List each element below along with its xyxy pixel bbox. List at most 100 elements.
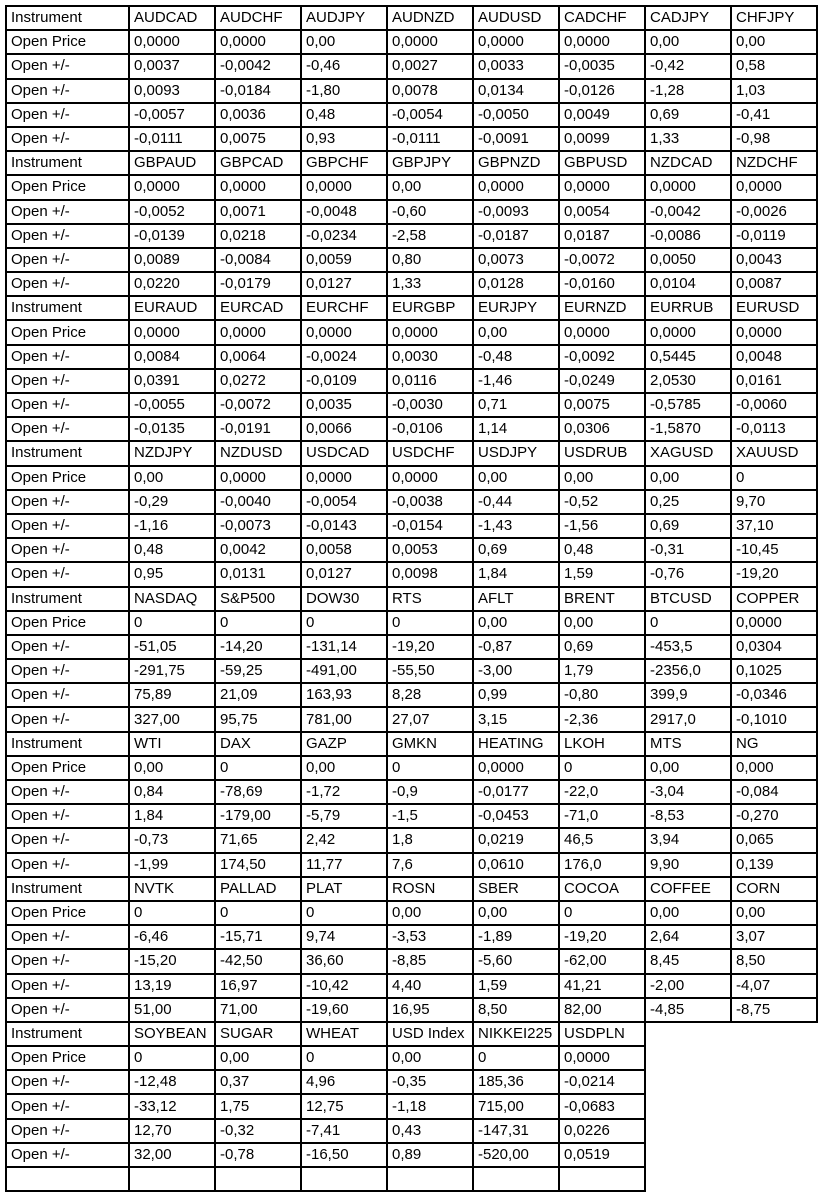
open-change-cell[interactable]: -4,07 [730,972,818,999]
open-change-cell[interactable]: -10,42 [300,972,388,999]
instrument-cell-audnzd[interactable]: AUDNZD [386,4,474,32]
open-change-cell[interactable]: -0,0054 [300,488,388,515]
open-price-cell[interactable]: 0,0000 [214,464,302,491]
open-price-cell[interactable]: 0 [386,609,474,636]
instrument-cell-xauusd[interactable]: XAUUSD [730,440,818,467]
open-change-cell[interactable]: -1,28 [644,77,732,104]
open-change-cell[interactable]: 0,0093 [128,77,216,104]
open-change-cell[interactable]: -8,85 [386,948,474,975]
open-change-cell[interactable]: -0,48 [472,343,560,370]
open-price-cell[interactable]: 0,00 [386,174,474,201]
instrument-cell-usdrub[interactable]: USDRUB [558,440,646,467]
open-change-cell[interactable]: -0,0086 [644,222,732,249]
open-change-cell[interactable]: 0,0226 [558,1117,646,1144]
open-price-cell[interactable]: 0,00 [644,754,732,782]
row-label-instrument[interactable]: Instrument [5,150,130,177]
open-change-cell[interactable]: -0,0091 [472,125,560,153]
open-change-cell[interactable]: -1,43 [472,512,560,540]
open-change-cell[interactable]: -0,1010 [730,706,818,733]
open-change-cell[interactable]: 185,36 [472,1069,560,1096]
open-change-cell[interactable]: -0,98 [730,125,818,153]
open-change-cell[interactable]: 0,0610 [472,851,560,878]
open-change-cell[interactable]: 11,77 [300,851,388,878]
open-change-cell[interactable]: 41,21 [558,972,646,999]
row-label-open-change[interactable]: Open +/- [5,706,130,733]
open-change-cell[interactable]: -16,50 [300,1141,388,1169]
open-price-cell[interactable]: 0,00 [644,29,732,56]
open-change-cell[interactable]: -0,0119 [730,222,818,249]
instrument-cell-gbpnzd[interactable]: GBPNZD [472,150,560,177]
instrument-cell-nasdaq[interactable]: NASDAQ [128,585,216,612]
open-change-cell[interactable]: 16,95 [386,996,474,1023]
open-change-cell[interactable]: -0,0093 [472,198,560,225]
open-change-cell[interactable]: -2356,0 [644,658,732,685]
row-label-open-change[interactable]: Open +/- [5,948,130,975]
instrument-cell-chfjpy[interactable]: CHFJPY [730,4,818,32]
open-change-cell[interactable]: 9,70 [730,488,818,515]
open-change-cell[interactable]: -0,0154 [386,512,474,540]
open-change-cell[interactable]: -2,00 [644,972,732,999]
open-change-cell[interactable]: 2,0530 [644,367,732,395]
open-price-cell[interactable]: 0 [472,1045,560,1072]
open-change-cell[interactable]: 71,00 [214,996,302,1023]
open-change-cell[interactable]: 4,96 [300,1069,388,1096]
open-change-cell[interactable]: -0,41 [730,101,818,128]
open-change-cell[interactable]: 9,74 [300,924,388,951]
instrument-cell-copper[interactable]: COPPER [730,585,818,612]
open-price-cell[interactable]: 0,000 [730,754,818,782]
open-change-cell[interactable]: -0,0160 [558,271,646,298]
open-change-cell[interactable]: -0,0084 [214,246,302,274]
open-price-cell[interactable]: 0,0000 [558,1045,646,1072]
open-change-cell[interactable]: -0,0111 [128,125,216,153]
instrument-cell-sugar[interactable]: SUGAR [214,1020,302,1048]
instrument-cell-rosn[interactable]: ROSN [386,875,474,902]
open-change-cell[interactable]: -51,05 [128,633,216,661]
open-change-cell[interactable]: -0,0135 [128,416,216,443]
open-price-cell[interactable]: 0 [300,1045,388,1072]
open-change-cell[interactable]: -453,5 [644,633,732,661]
open-price-cell[interactable]: 0,00 [644,899,732,927]
open-change-cell[interactable]: -131,14 [300,633,388,661]
open-price-cell[interactable]: 0,00 [128,464,216,491]
row-label-open-change[interactable]: Open +/- [5,633,130,661]
instrument-cell-wheat[interactable]: WHEAT [300,1020,388,1048]
open-change-cell[interactable]: 9,90 [644,851,732,878]
instrument-cell-nzdjpy[interactable]: NZDJPY [128,440,216,467]
open-change-cell[interactable]: 37,10 [730,512,818,540]
open-change-cell[interactable]: 0,0037 [128,53,216,80]
open-change-cell[interactable]: 1,84 [472,561,560,588]
open-price-cell[interactable]: 0 [128,899,216,927]
instrument-cell-audjpy[interactable]: AUDJPY [300,4,388,32]
open-change-cell[interactable]: 0,0161 [730,367,818,395]
open-price-cell[interactable]: 0,0000 [300,174,388,201]
open-change-cell[interactable]: -15,71 [214,924,302,951]
instrument-cell-coffee[interactable]: COFFEE [644,875,732,902]
row-label-open-change[interactable]: Open +/- [5,778,130,806]
open-change-cell[interactable]: 0,69 [644,512,732,540]
open-change-cell[interactable]: -3,04 [644,778,732,806]
row-label-open-change[interactable]: Open +/- [5,343,130,370]
open-change-cell[interactable]: 32,00 [128,1141,216,1169]
open-change-cell[interactable]: 0,37 [214,1069,302,1096]
row-label-open-change[interactable]: Open +/- [5,1141,130,1169]
instrument-cell-sber[interactable]: SBER [472,875,560,902]
open-price-cell[interactable]: 0,0000 [730,319,818,346]
instrument-cell-audchf[interactable]: AUDCHF [214,4,302,32]
open-change-cell[interactable]: 0,0071 [214,198,302,225]
open-price-cell[interactable]: 0,00 [472,899,560,927]
open-change-cell[interactable]: 82,00 [558,996,646,1023]
instrument-cell-nvtk[interactable]: NVTK [128,875,216,902]
row-label-open-change[interactable]: Open +/- [5,416,130,443]
instrument-cell-ng[interactable]: NG [730,730,818,757]
row-label-instrument[interactable]: Instrument [5,730,130,757]
open-change-cell[interactable]: -147,31 [472,1117,560,1144]
open-change-cell[interactable]: -14,20 [214,633,302,661]
open-change-cell[interactable]: 0,0219 [472,827,560,854]
open-change-cell[interactable]: -0,0177 [472,778,560,806]
row-label-open-change[interactable]: Open +/- [5,996,130,1023]
open-change-cell[interactable]: 0,0128 [472,271,560,298]
open-change-cell[interactable]: 0,99 [472,682,560,709]
instrument-cell-gbpaud[interactable]: GBPAUD [128,150,216,177]
open-change-cell[interactable]: 0,0042 [214,537,302,564]
open-change-cell[interactable]: 0,69 [558,633,646,661]
